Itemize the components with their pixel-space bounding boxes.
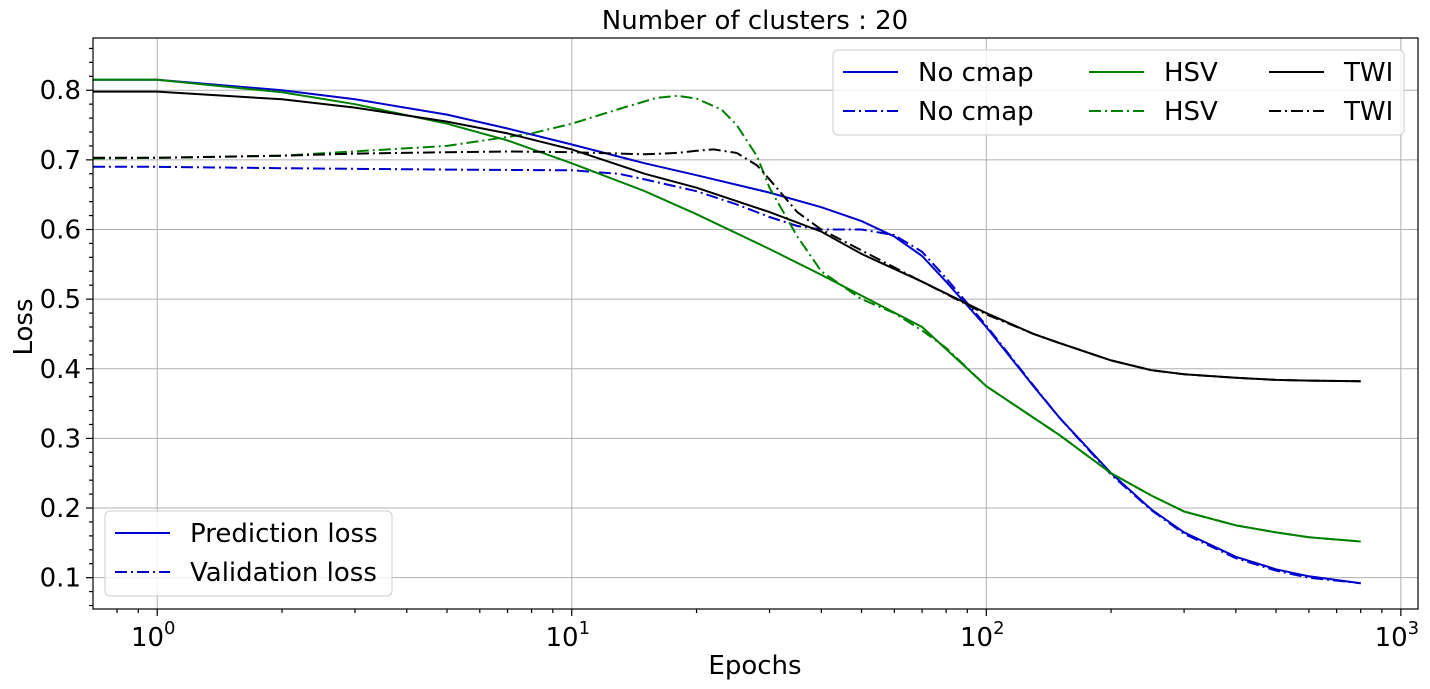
legend-bottom-label: Prediction loss — [190, 519, 378, 549]
y-tick-label: 0.4 — [40, 355, 81, 385]
y-tick-label: 0.1 — [40, 564, 81, 594]
y-tick-label: 0.6 — [40, 215, 81, 245]
legend-top-box — [832, 49, 1405, 136]
series-line — [93, 78, 1361, 585]
x-tick-label: 100 — [131, 618, 176, 653]
x-tick-label: 101 — [545, 618, 590, 653]
legend-top-label: HSV — [1164, 58, 1218, 88]
y-tick-label: 0.8 — [40, 76, 81, 106]
legend-top-label: No cmap — [918, 97, 1034, 127]
legend-top-label: TWI — [1343, 58, 1393, 88]
x-tick-label: 103 — [1375, 618, 1420, 653]
series-line — [92, 94, 1361, 543]
legend-top-label: No cmap — [918, 58, 1034, 88]
legend-bottom-box — [104, 510, 393, 597]
series-line — [93, 165, 1361, 585]
legend-top-label: TWI — [1343, 97, 1393, 127]
y-tick-label: 0.5 — [40, 285, 81, 315]
y-tick-label: 0.7 — [40, 146, 81, 176]
plot-frame — [92, 37, 1419, 610]
y-tick-label: 0.2 — [40, 494, 81, 524]
x-axis-label: Epochs — [708, 651, 801, 681]
chart-title: Number of clusters : 20 — [602, 6, 908, 36]
legend-top-label: HSV — [1164, 97, 1218, 127]
series-line — [93, 148, 1361, 383]
y-axis-label: Loss — [9, 298, 39, 355]
x-tick-label: 102 — [960, 618, 1005, 653]
legend-bottom-label: Validation loss — [190, 558, 377, 588]
series-line — [93, 78, 1361, 543]
y-tick-label: 0.3 — [40, 424, 81, 454]
